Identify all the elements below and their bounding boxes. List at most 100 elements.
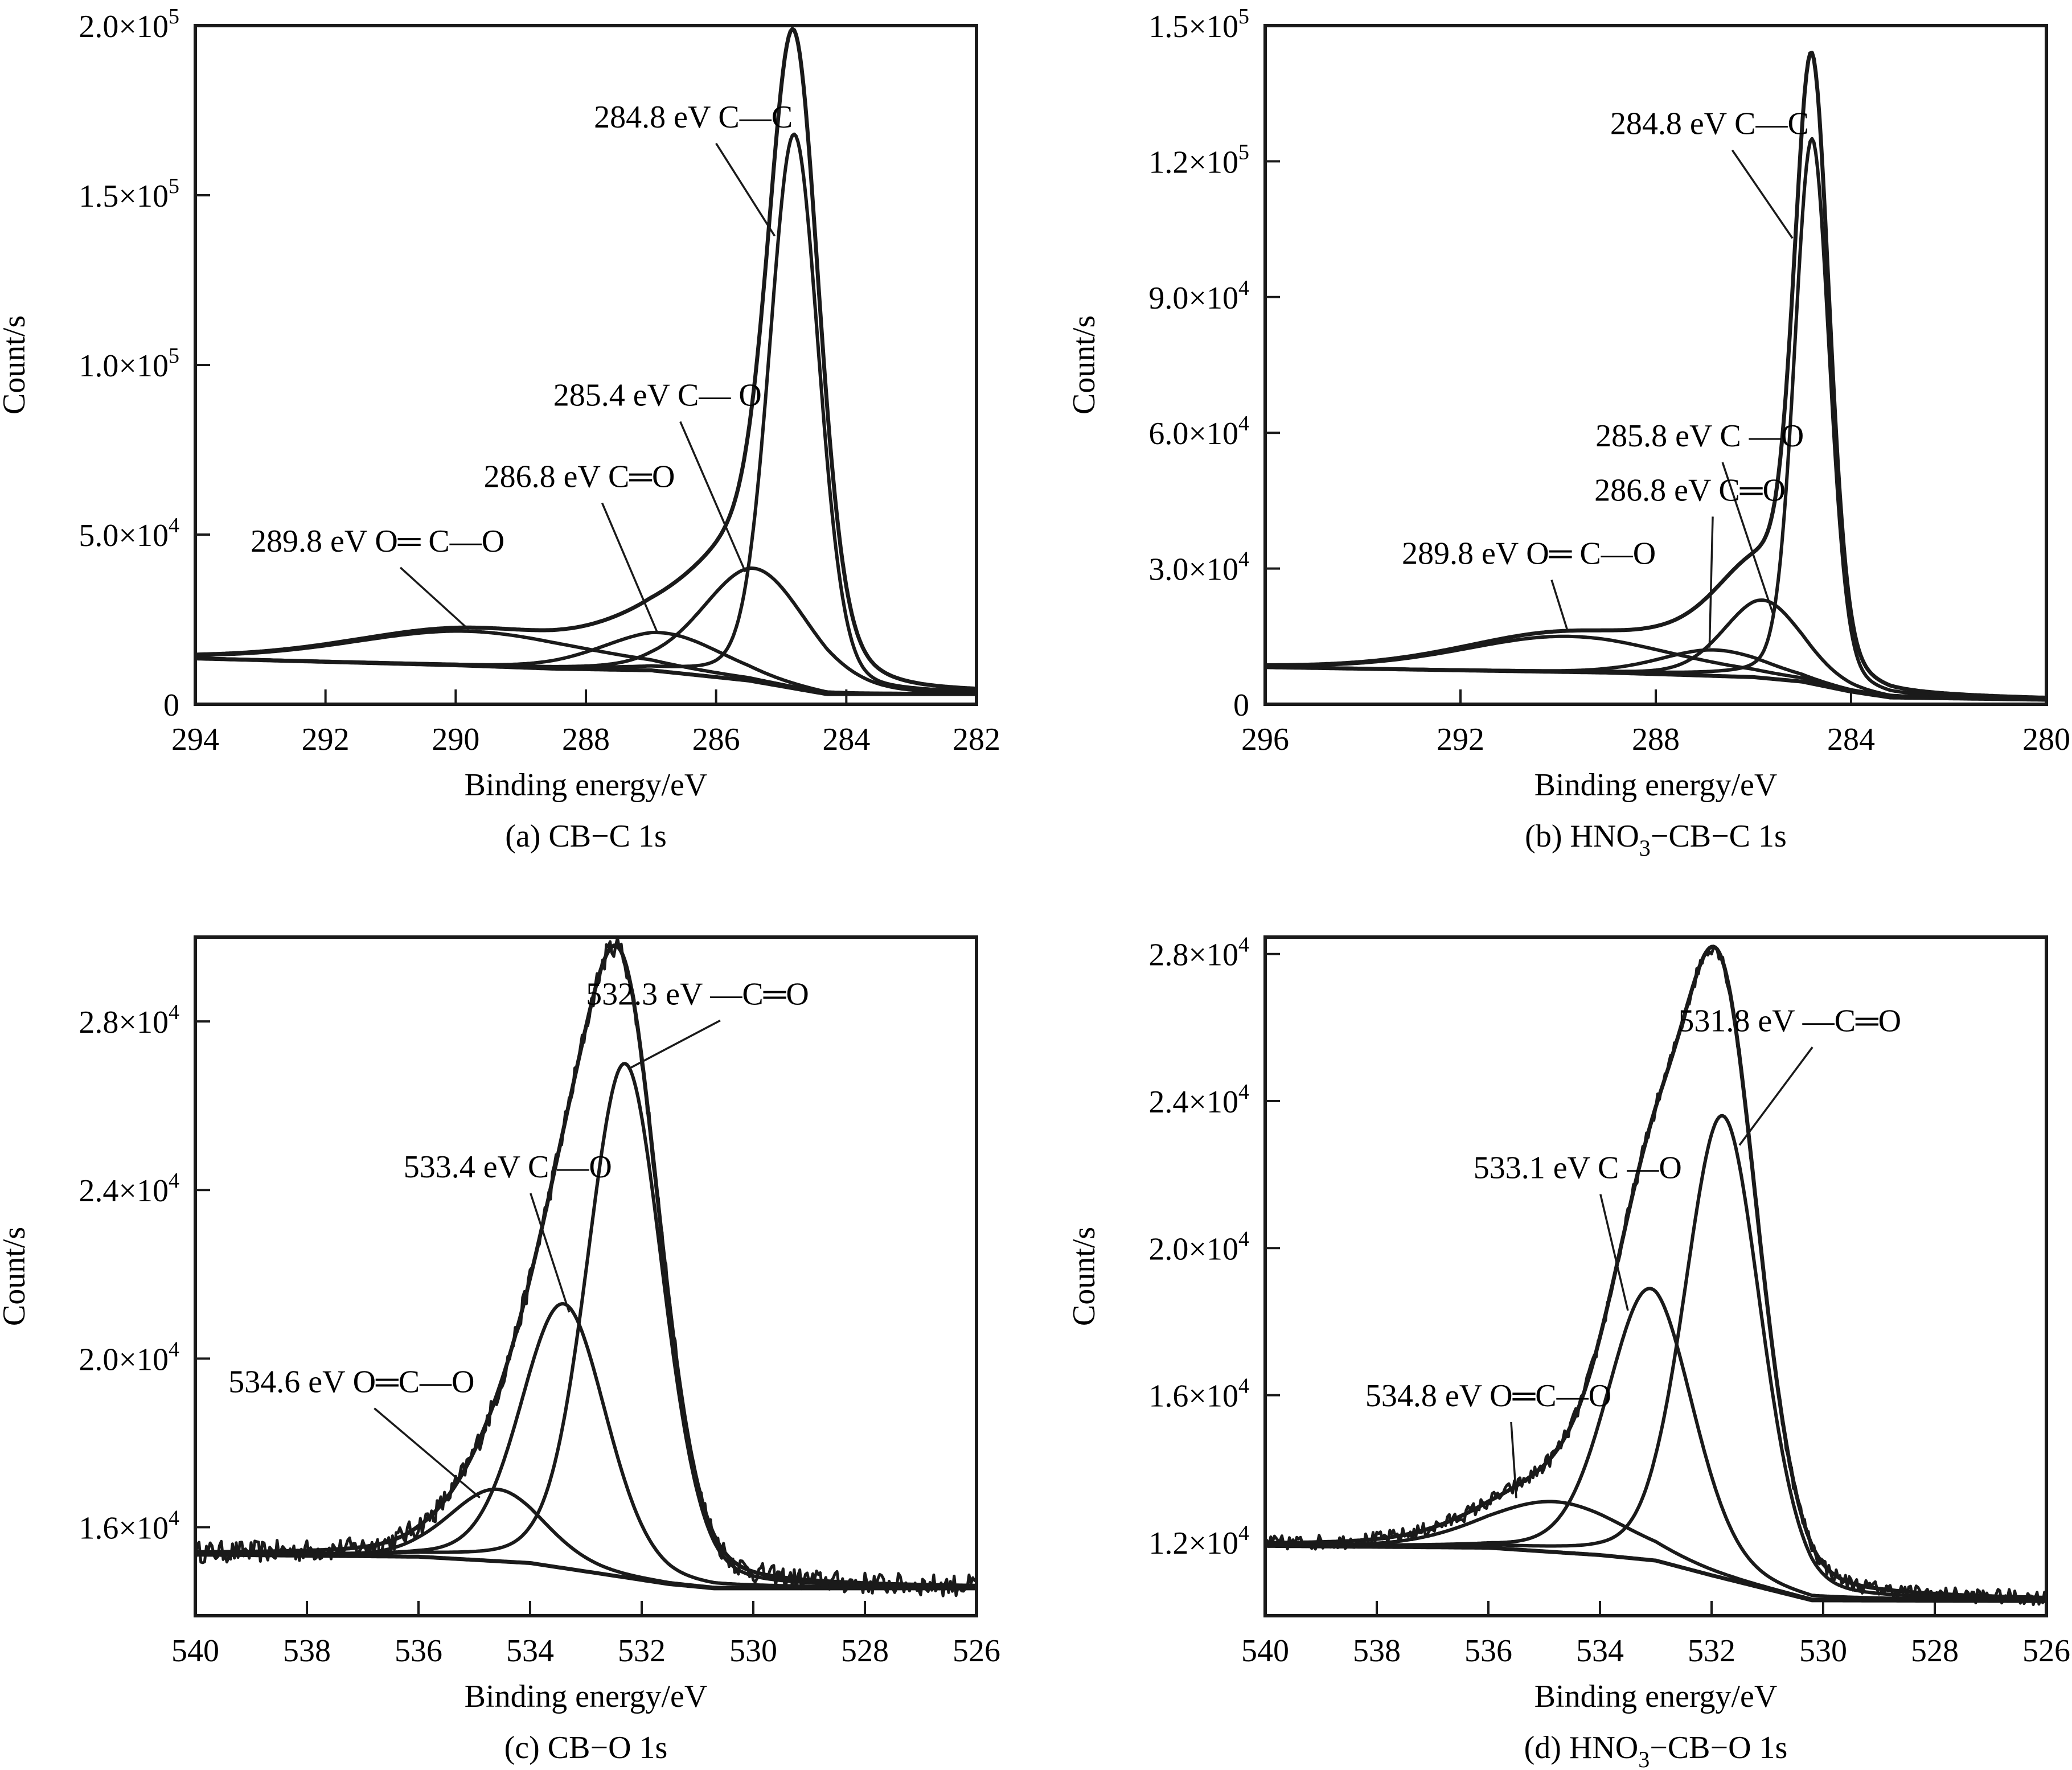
fitted-envelope <box>1265 944 2046 1600</box>
panel-d: 540 538 536 534 532 530 528 526 1.2×104 1.6×104 2.… <box>1066 933 2070 1770</box>
x-axis-title: Binding energy/eV <box>1534 767 1778 803</box>
y-tick-label: 1.6×104 <box>79 1506 179 1546</box>
y-axis-title: Count/s <box>0 315 32 414</box>
peak-annotation: 531.8 eV —C═O <box>1678 1003 1901 1038</box>
y-axis-title: Count/s <box>0 1227 32 1326</box>
peak-annotation: 533.4 eV C —O <box>404 1149 612 1185</box>
curves <box>195 27 976 696</box>
panel-c: 540 538 536 534 532 530 528 526 1.6×104 2.0×104 2.… <box>0 935 1000 1765</box>
y-tick-label: 2.0×104 <box>79 1337 179 1377</box>
x-tick-label: 280 <box>2022 722 2070 757</box>
y-tick-label: 9.0×104 <box>1148 276 1249 316</box>
x-tick-label: 288 <box>562 722 610 757</box>
y-tick-label: 2.4×104 <box>1148 1080 1249 1120</box>
x-tick-label: 532 <box>1688 1633 1735 1669</box>
plot-frame <box>194 24 978 706</box>
panel-caption: (b) HNO3−CB−C 1s <box>1525 819 1787 861</box>
y-tick-label: 1.5×105 <box>1148 5 1249 44</box>
peak-annotation: 534.8 eV O═C—O <box>1365 1378 1611 1414</box>
component-peak <box>1265 1287 2046 1602</box>
annotation-leader-line <box>374 1407 481 1499</box>
x-tick-label: 526 <box>953 1633 1000 1669</box>
x-tick-label: 288 <box>1632 722 1680 757</box>
x-tick-label: 526 <box>2022 1633 2070 1669</box>
annotation-leader-line <box>1708 516 1714 648</box>
fitted-envelope <box>195 27 976 691</box>
x-tick-label: 540 <box>171 1633 219 1669</box>
peak-annotation: 286.8 eV C═O <box>484 459 675 495</box>
y-tick-label: 2.8×104 <box>1148 933 1249 973</box>
y-tick-label: 6.0×104 <box>1148 412 1249 451</box>
component-peak <box>195 1062 976 1588</box>
peak-annotation: 285.4 eV C— O <box>553 378 762 413</box>
component-peak <box>1265 1500 2046 1603</box>
y-tick-label: 0 <box>163 688 179 723</box>
component-peak <box>195 1302 976 1590</box>
y-tick-label: 2.0×105 <box>79 5 179 44</box>
plot-frame <box>1263 935 2048 1617</box>
component-peak <box>1265 1114 2046 1601</box>
y-tick-label: 5.0×104 <box>79 514 179 553</box>
annotation-leader-line <box>530 1193 571 1313</box>
peak-annotation: 289.8 eV O═ C—O <box>251 524 504 559</box>
raw-spectrum <box>195 27 976 691</box>
x-tick-label: 292 <box>302 722 350 757</box>
plot-frame <box>194 935 978 1617</box>
panel-caption: (c) CB−O 1s <box>504 1730 668 1765</box>
y-tick-label: 1.5×105 <box>79 174 179 214</box>
y-tick-label: 1.2×104 <box>1148 1521 1249 1561</box>
component-peak <box>195 566 976 695</box>
annotation-leader-line <box>601 502 659 634</box>
x-axis-title: Binding energy/eV <box>1534 1679 1778 1714</box>
annotation-leader-line <box>715 142 776 237</box>
x-tick-label: 536 <box>1464 1633 1512 1669</box>
peak-annotation: 286.8 eV C═O <box>1594 473 1786 508</box>
x-tick-label: 292 <box>1437 722 1484 757</box>
raw-spectrum <box>195 937 976 1597</box>
y-tick-label: 1.0×105 <box>79 344 179 384</box>
annotation-leader-line <box>1599 1194 1629 1311</box>
y-tick-label: 1.6×104 <box>1148 1374 1249 1414</box>
annotation-leader-line <box>1721 462 1774 614</box>
x-tick-label: 530 <box>1799 1633 1847 1669</box>
peak-annotation: 533.1 eV C —O <box>1474 1151 1682 1186</box>
annotation-leader-line <box>1731 149 1794 239</box>
peak-annotation: 532.3 eV —C═O <box>586 976 809 1012</box>
x-tick-label: 284 <box>1827 722 1875 757</box>
panel-caption: (a) CB−C 1s <box>505 819 667 854</box>
y-tick-label: 2.8×104 <box>79 1000 179 1040</box>
annotation-leader-line <box>1738 1046 1813 1146</box>
y-axis-title: Count/s <box>1066 1227 1102 1326</box>
annotation-leader-line <box>679 421 746 573</box>
annotation-leader-line <box>1550 580 1569 633</box>
x-tick-label: 528 <box>1911 1633 1959 1669</box>
fitted-envelope <box>1265 51 2046 700</box>
x-tick-label: 538 <box>283 1633 331 1669</box>
x-tick-label: 282 <box>953 722 1000 757</box>
x-tick-label: 286 <box>692 722 740 757</box>
panel-b: 296 292 288 284 280 0 3.0×104 6.0×104 9.0×104 1.2… <box>1066 5 2070 861</box>
x-tick-label: 534 <box>1576 1633 1624 1669</box>
y-tick-label: 3.0×104 <box>1148 548 1249 588</box>
x-tick-label: 534 <box>506 1633 554 1669</box>
curves <box>1265 51 2046 702</box>
y-tick-label: 1.2×105 <box>1148 140 1249 180</box>
raw-spectrum <box>1265 946 2046 1607</box>
raw-spectrum <box>1265 51 2046 699</box>
annotation-leader-line <box>1510 1422 1517 1498</box>
panel-caption: (d) HNO3−CB−O 1s <box>1524 1730 1788 1770</box>
curves <box>1265 944 2046 1607</box>
y-axis-title: Count/s <box>1066 315 1102 414</box>
x-tick-label: 294 <box>171 722 219 757</box>
x-tick-label: 530 <box>729 1633 777 1669</box>
annotation-leader-line <box>399 566 470 631</box>
panel-a: 294 292 290 288 286 284 282 0 5.0×104 1.0×105 1.5×… <box>0 5 1000 854</box>
x-axis-title: Binding energy/eV <box>465 767 708 803</box>
y-tick-label: 2.0×104 <box>1148 1227 1249 1267</box>
x-tick-label: 540 <box>1241 1633 1289 1669</box>
x-tick-label: 284 <box>822 722 870 757</box>
x-axis-title: Binding energy/eV <box>465 1679 708 1714</box>
x-tick-label: 538 <box>1353 1633 1401 1669</box>
peak-annotation: 284.8 eV C—C <box>1610 106 1809 142</box>
y-tick-label: 2.4×104 <box>79 1169 179 1209</box>
